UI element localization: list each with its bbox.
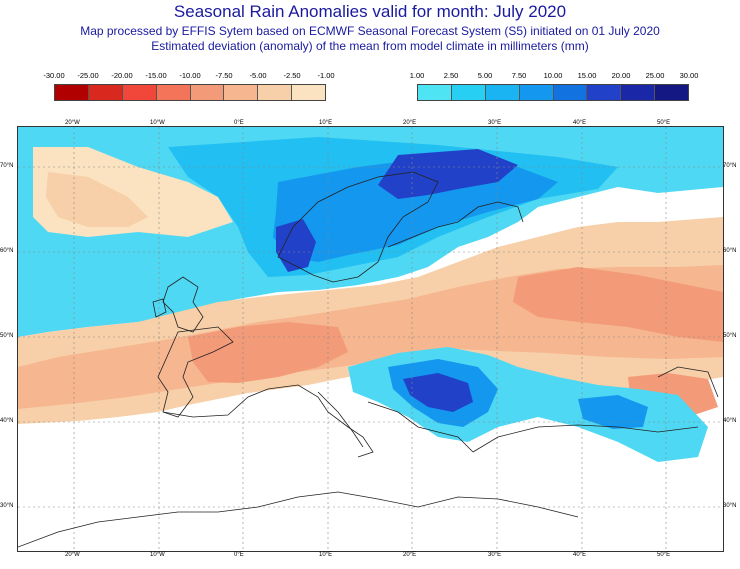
map-canvas bbox=[18, 127, 723, 551]
longitude-label: 20°W bbox=[65, 552, 80, 558]
wet-zone-balkans-strong bbox=[403, 373, 473, 412]
latitude-label: 40°N bbox=[0, 418, 14, 424]
longitude-label: 0°E bbox=[234, 552, 244, 558]
map-title: Seasonal Rain Anomalies valid for month:… bbox=[173, 2, 567, 21]
legend-positive-label: 15.00 bbox=[577, 71, 597, 80]
legend-negative-label: -5.00 bbox=[249, 71, 267, 80]
legend-positive-swatch bbox=[485, 85, 520, 100]
legend-negative-swatch bbox=[122, 85, 157, 100]
anomaly-map bbox=[17, 126, 724, 552]
legend-negative-swatch bbox=[156, 85, 191, 100]
legend-negative-colorbar bbox=[54, 84, 326, 101]
longitude-label: 20°E bbox=[403, 552, 417, 558]
graticule bbox=[18, 127, 723, 551]
legend-positive-swatch bbox=[553, 85, 588, 100]
latitude-label: 40°N bbox=[723, 418, 737, 424]
longitude-label: 20°W bbox=[65, 120, 80, 126]
legend-negative-swatch bbox=[258, 85, 293, 100]
latitude-label: 70°N bbox=[723, 163, 737, 169]
legend-negative-swatch bbox=[88, 85, 123, 100]
legend-positive-swatch bbox=[418, 85, 452, 100]
wet-zone-scandinavia-strong bbox=[378, 149, 518, 199]
legend-positive-label: 5.00 bbox=[477, 71, 493, 80]
legend-positive-swatch bbox=[451, 85, 486, 100]
longitude-label: 10°W bbox=[150, 120, 165, 126]
legend-positive-swatch bbox=[587, 85, 622, 100]
wet-zone-anatolia bbox=[578, 395, 648, 429]
legend-positive-anomaly: 1.00 2.50 5.00 7.50 10.00 15.00 20.00 25.00 30.0… bbox=[410, 71, 699, 101]
dry-zone-russia-strong bbox=[513, 267, 723, 342]
legend-positive-label: 2.50 bbox=[443, 71, 459, 80]
longitude-label: 10°E bbox=[319, 120, 333, 126]
legend-negative-labels: -30.00 -25.00 -20.00 -15.00 -10.00 -7.50 -5.00… bbox=[43, 71, 334, 82]
longitude-label: 40°E bbox=[573, 120, 587, 126]
latitude-label: 50°N bbox=[723, 333, 737, 339]
longitude-label: 10°W bbox=[150, 552, 165, 558]
legend-positive-label: 20.00 bbox=[611, 71, 631, 80]
longitude-label: 10°E bbox=[319, 552, 333, 558]
latitude-label: 60°N bbox=[0, 248, 14, 254]
legend-negative-swatch bbox=[190, 85, 225, 100]
legend-negative-label: -30.00 bbox=[43, 71, 65, 80]
latitude-label: 30°N bbox=[723, 503, 737, 509]
legend-negative-swatch bbox=[55, 85, 89, 100]
legend-positive-label: 10.00 bbox=[543, 71, 563, 80]
legend-positive-labels: 1.00 2.50 5.00 7.50 10.00 15.00 20.00 25.00 30.0… bbox=[410, 71, 699, 82]
wet-zone-norway-coast bbox=[276, 219, 316, 272]
latitude-label: 60°N bbox=[723, 248, 737, 254]
legend-negative-label: -2.50 bbox=[283, 71, 301, 80]
legend-positive-swatch bbox=[519, 85, 554, 100]
legend-positive-label: 25.00 bbox=[645, 71, 665, 80]
legend-negative-label: -10.00 bbox=[179, 71, 201, 80]
legend-positive-swatch bbox=[621, 85, 656, 100]
latitude-label: 30°N bbox=[0, 503, 14, 509]
longitude-label: 0°E bbox=[234, 120, 244, 126]
longitude-label: 30°E bbox=[488, 120, 502, 126]
legend-negative-label: -25.00 bbox=[77, 71, 99, 80]
latitude-label: 50°N bbox=[0, 333, 14, 339]
map-subtitle-units: Estimated deviation (anomaly) of the mea… bbox=[151, 39, 589, 53]
legend-negative-label: -15.00 bbox=[145, 71, 167, 80]
map-subtitle-source: Map processed by EFFIS Sytem based on EC… bbox=[80, 24, 660, 38]
coastlines bbox=[18, 171, 719, 548]
legend-negative-label: -20.00 bbox=[111, 71, 133, 80]
dry-zone-iceland bbox=[46, 172, 148, 227]
longitude-label: 50°E bbox=[657, 120, 671, 126]
longitude-label: 30°E bbox=[488, 552, 502, 558]
legend-negative-anomaly: -30.00 -25.00 -20.00 -15.00 -10.00 -7.50 -5.00… bbox=[43, 71, 335, 101]
legend-positive-swatch bbox=[655, 85, 688, 100]
longitude-label: 50°E bbox=[657, 552, 671, 558]
legend-negative-label: -1.00 bbox=[317, 71, 335, 80]
latitude-label: 70°N bbox=[0, 163, 14, 169]
legend-positive-label: 30.00 bbox=[679, 71, 699, 80]
legend-positive-label: 1.00 bbox=[409, 71, 425, 80]
legend-positive-label: 7.50 bbox=[511, 71, 527, 80]
legend-negative-swatch bbox=[292, 85, 325, 100]
legend-negative-label: -7.50 bbox=[215, 71, 233, 80]
legend-positive-colorbar bbox=[417, 84, 689, 101]
longitude-label: 40°E bbox=[573, 552, 587, 558]
longitude-label: 20°E bbox=[403, 120, 417, 126]
legend-negative-swatch bbox=[224, 85, 259, 100]
